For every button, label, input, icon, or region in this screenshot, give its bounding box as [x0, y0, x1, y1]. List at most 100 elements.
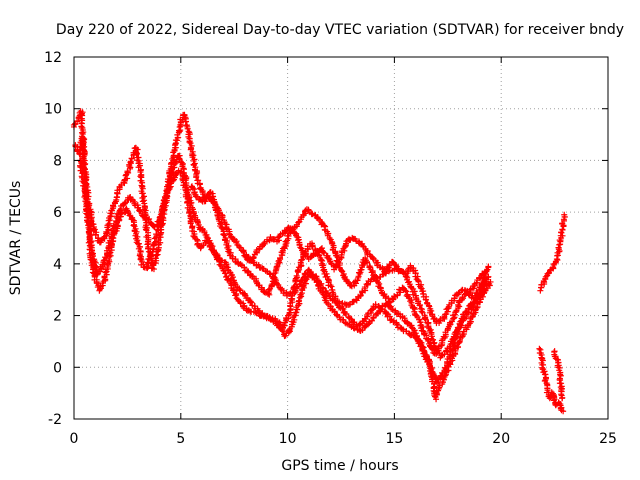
data-point — [420, 350, 427, 357]
data-point — [170, 177, 177, 184]
data-point — [130, 222, 137, 229]
data-point — [412, 330, 419, 337]
data-point — [559, 232, 566, 239]
data-point — [265, 286, 272, 293]
series-track-d — [188, 183, 490, 357]
data-point — [487, 278, 494, 285]
axis-ticks: 0 5 10 15 20 25 -2 0 2 4 6 8 10 12 — [44, 50, 617, 447]
data-point — [176, 156, 183, 163]
data-point — [93, 271, 100, 278]
series-track-f — [537, 211, 568, 294]
data-point — [370, 315, 377, 322]
data-point — [169, 155, 176, 162]
series-track-e — [241, 224, 492, 327]
data-point — [442, 365, 449, 372]
data-point — [450, 315, 457, 322]
data-point — [454, 327, 461, 334]
data-point — [264, 290, 271, 297]
data-point — [360, 243, 366, 250]
data-point — [395, 266, 402, 273]
data-point — [321, 222, 328, 229]
data-point — [386, 299, 393, 306]
data-point — [84, 208, 91, 215]
data-point — [166, 184, 173, 191]
data-point — [434, 379, 441, 386]
y-tick-label: 4 — [53, 257, 62, 273]
data-point — [408, 324, 415, 331]
series-track-g — [536, 345, 567, 415]
data-point — [268, 282, 275, 289]
data-point — [179, 117, 186, 124]
y-tick-label: -2 — [48, 412, 62, 428]
data-point — [377, 284, 384, 291]
data-point — [320, 267, 327, 274]
data-point — [422, 296, 429, 303]
data-point — [145, 248, 152, 255]
data-point — [296, 294, 303, 301]
data-point — [451, 295, 458, 302]
data-point — [193, 236, 200, 243]
data-point — [103, 255, 110, 262]
y-axis-label: SDTVAR / TECUs — [8, 181, 24, 296]
data-point — [194, 169, 201, 176]
data-point — [286, 327, 293, 334]
data-point — [422, 316, 429, 323]
data-point — [182, 118, 189, 125]
data-point — [313, 214, 320, 221]
data-point — [416, 302, 423, 309]
data-point — [293, 281, 300, 288]
data-point — [307, 268, 314, 275]
data-point — [287, 225, 294, 232]
data-point — [542, 273, 549, 280]
data-point — [448, 318, 455, 325]
data-point — [559, 226, 566, 233]
data-point — [560, 408, 567, 415]
data-point — [178, 168, 185, 175]
data-point — [83, 206, 90, 213]
data-point — [152, 255, 159, 262]
data-point — [134, 146, 141, 153]
data-point — [417, 284, 424, 291]
data-point — [411, 288, 418, 295]
y-tick-label: 0 — [53, 360, 62, 376]
data-point — [559, 395, 566, 402]
x-tick-label: 0 — [70, 431, 79, 447]
y-tick-label: 6 — [53, 205, 62, 221]
data-point — [186, 139, 193, 146]
data-point — [460, 295, 467, 302]
data-point — [354, 277, 361, 284]
data-point — [293, 272, 300, 279]
data-point — [353, 237, 360, 244]
data-point — [193, 174, 200, 181]
data-point — [241, 264, 248, 271]
data-point — [320, 249, 327, 256]
data-point — [121, 200, 128, 207]
data-point — [309, 211, 316, 218]
data-point — [428, 345, 435, 352]
y-tick-label: 12 — [44, 50, 62, 66]
data-point — [145, 245, 152, 252]
data-point — [318, 257, 325, 264]
data-point — [418, 308, 425, 315]
data-point — [209, 247, 216, 254]
data-point — [350, 324, 357, 331]
data-point — [170, 152, 177, 159]
data-point — [250, 254, 257, 261]
data-point — [220, 231, 227, 238]
data-point — [376, 264, 383, 271]
data-point — [333, 311, 340, 318]
data-point — [419, 323, 426, 330]
data-point — [327, 282, 334, 289]
data-point — [453, 328, 460, 335]
data-point — [271, 274, 278, 281]
data-point — [277, 285, 284, 292]
data-point — [357, 293, 364, 299]
data-point — [260, 241, 267, 248]
data-point — [249, 255, 256, 262]
x-tick-label: 20 — [492, 431, 510, 447]
x-tick-label: 25 — [599, 431, 617, 447]
data-point — [128, 155, 135, 162]
series-track-c — [76, 157, 490, 361]
data-point — [341, 309, 348, 316]
